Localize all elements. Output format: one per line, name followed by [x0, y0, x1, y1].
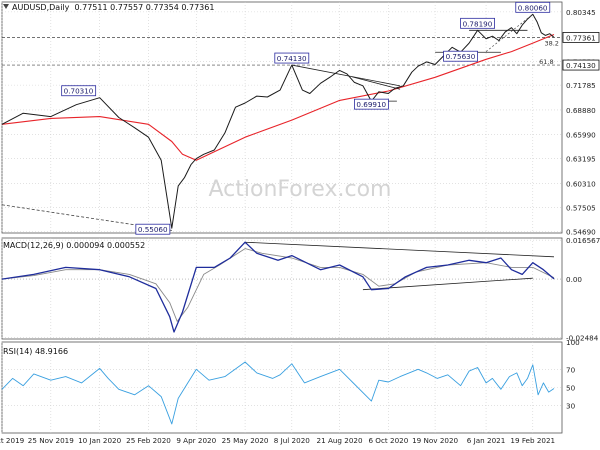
y-tick-label: 0.00: [566, 275, 582, 284]
ohlc-values: 0.77511 0.77557 0.77354 0.77361: [74, 3, 215, 12]
annotation-box: [460, 17, 495, 29]
x-tick-label: 25 Nov 2019: [28, 436, 74, 445]
x-tick-label: 25 Feb 2020: [126, 436, 171, 445]
y-tick-label: 0.016567: [566, 236, 600, 245]
annotation-label: 0.74130: [277, 54, 307, 63]
annotation-box: [443, 50, 478, 62]
watermark: ActionForex.com: [209, 177, 392, 202]
annotation-label: 0.75630: [446, 52, 476, 61]
triangle-upper-line: [291, 64, 401, 87]
macd-lower-trendline: [362, 277, 533, 291]
y-tick-label: 70: [566, 365, 576, 374]
panel-frame-macd: [1, 237, 563, 340]
x-tick-label: 19 Nov 2020: [412, 436, 458, 445]
y-tick-label: 0.57505: [566, 203, 596, 212]
y-tick-label: 0.65990: [566, 131, 596, 140]
level-price-box: [562, 59, 600, 71]
fib-label: 61.8: [539, 58, 553, 66]
y-tick-label: 0.54690: [566, 227, 596, 236]
macd-upper-trendline: [245, 241, 555, 258]
annotation-box: [274, 52, 310, 64]
rsi-line: [1, 361, 555, 425]
annotation-label: 0.69910: [356, 100, 386, 109]
macd-signal-line: [1, 248, 555, 322]
fib-label: 38.2: [544, 40, 558, 48]
trendline-dashed: [1, 204, 172, 231]
macd-header: MACD(12,26,9) 0.000094 0.000552: [3, 241, 146, 250]
annotation-label: 0.80060: [518, 3, 548, 12]
y-tick-label: 0.68880: [566, 106, 596, 115]
macd-line: [1, 241, 555, 333]
level-price-label: 0.74130: [566, 61, 596, 70]
y-tick-label: 50: [566, 384, 576, 393]
x-tick-label: 19 Feb 2021: [510, 436, 555, 445]
x-tick-label: 10 Jan 2020: [78, 436, 122, 445]
y-tick-label: 0.60310: [566, 179, 596, 188]
y-tick-label: 0.63195: [566, 155, 596, 164]
collapse-triangle-icon[interactable]: [3, 4, 9, 9]
ema-line: [1, 33, 555, 161]
last-price-label: 0.77361: [566, 33, 596, 42]
x-tick-label: 9 Apr 2020: [176, 436, 216, 445]
annotation-box: [135, 223, 171, 235]
y-tick-label: 100: [566, 338, 580, 347]
last-price-box: [562, 32, 600, 43]
x-tick-label: 25 May 2020: [222, 436, 269, 445]
panel-frame-price: [1, 1, 563, 234]
x-tick-label: 21 Aug 2020: [317, 436, 363, 445]
x-tick-label: 8 Jul 2020: [274, 436, 311, 445]
annotation-box: [61, 85, 97, 97]
y-tick-label: 0.80345: [566, 8, 596, 17]
symbol-label: AUDUSD,Daily: [12, 3, 70, 12]
annotation-box: [354, 98, 389, 110]
annotation-box: [515, 1, 551, 13]
annotation-label: 0.78190: [463, 19, 493, 28]
price-header: AUDUSD,Daily 0.77511 0.77557 0.77354 0.7…: [3, 3, 214, 12]
y-tick-label: 30: [566, 402, 576, 411]
y-tick-label: 0.71785: [566, 81, 596, 90]
x-tick-label: 6 Jan 2021: [467, 436, 506, 445]
annotation-label: 0.55060: [138, 225, 168, 234]
x-tick-label: 6 Oct 2020: [368, 436, 408, 445]
x-tick-label: 10 Oct 2019: [0, 436, 25, 445]
rsi-header: RSI(14) 48.9166: [3, 347, 69, 356]
annotation-label: 0.70310: [64, 87, 94, 96]
triangle-lower-line: [352, 76, 401, 90]
fib-guide-line: [485, 14, 533, 52]
y-tick-label: -0.02484: [566, 333, 599, 342]
